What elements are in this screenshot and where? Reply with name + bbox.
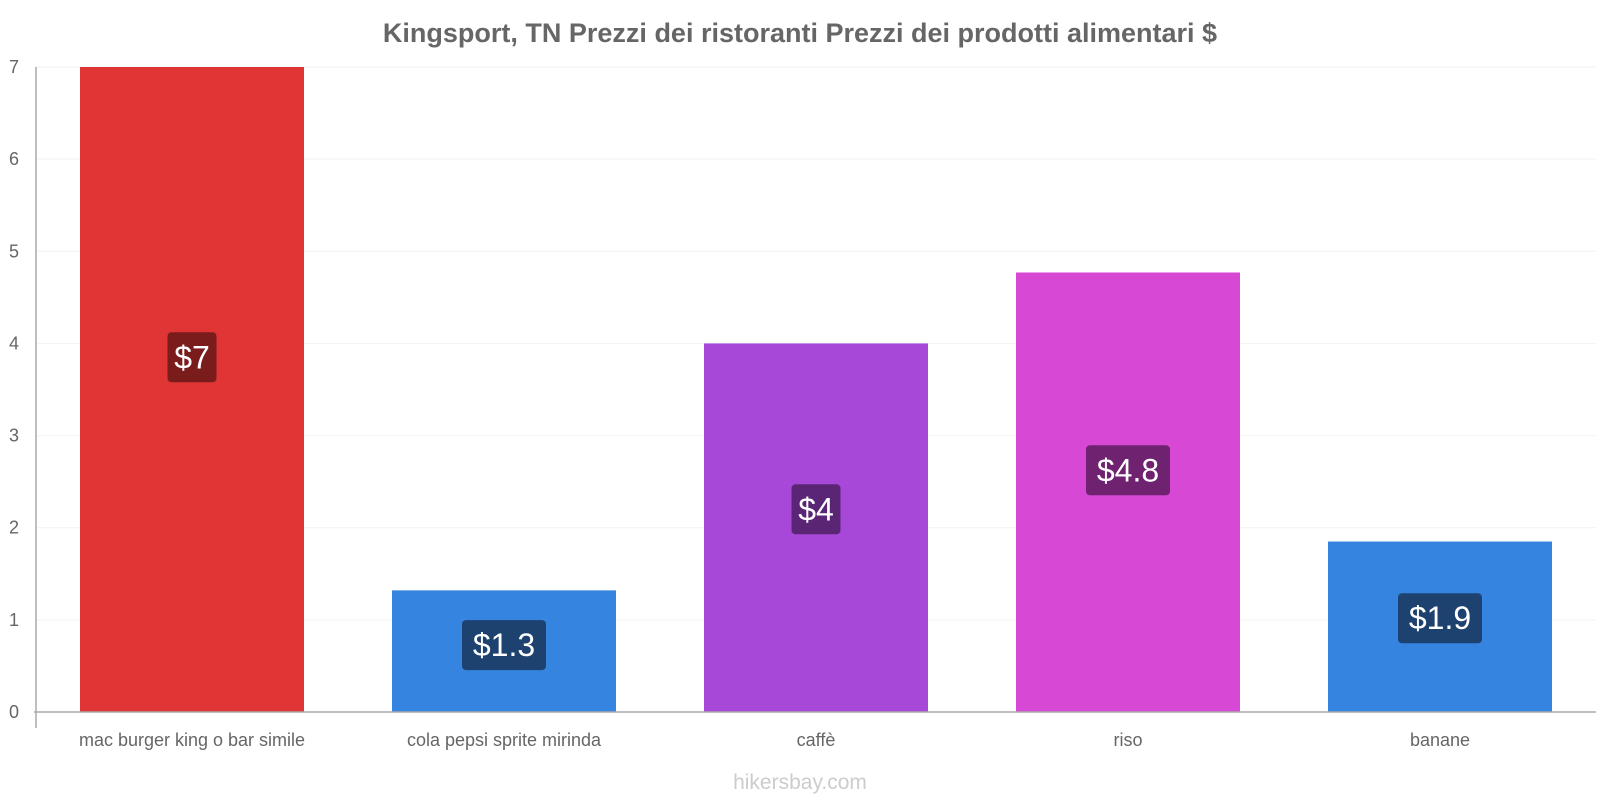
x-category-label: caffè [797,730,836,750]
x-axis-labels: mac burger king o bar simile cola pepsi s… [79,730,1470,750]
y-tick-label: 3 [9,426,19,446]
y-tick-label: 4 [9,333,19,353]
value-label: $1.3 [473,627,535,663]
axes [34,67,1596,728]
bars [80,67,1552,712]
x-category-label: banane [1410,730,1470,750]
y-tick-label: 2 [9,518,19,538]
x-category-label: riso [1113,730,1142,750]
y-tick-label: 6 [9,149,19,169]
y-tick-label: 1 [9,610,19,630]
value-labels: $7 $1.3 $4 $4.8 $1.9 [167,332,1482,671]
x-category-label: mac burger king o bar simile [79,730,305,750]
y-tick-label: 7 [9,57,19,77]
y-tick-label: 5 [9,241,19,261]
value-label-box [462,620,546,671]
value-label-box [167,332,217,383]
value-label: $7 [174,339,210,375]
value-label: $4.8 [1097,452,1159,488]
y-tick-label: 0 [9,702,19,722]
value-label-box [791,484,841,535]
value-label-box [1398,593,1482,644]
chart-title: Kingsport, TN Prezzi dei ristoranti Prez… [383,18,1217,48]
y-axis-ticks: 0 1 2 3 4 5 6 7 [9,57,19,722]
source-footer: hikersbay.com [733,771,867,794]
value-label: $4 [798,491,834,527]
bar [80,67,304,712]
value-label-box [1086,445,1170,496]
value-label: $1.9 [1409,600,1471,636]
x-category-label: cola pepsi sprite mirinda [407,730,602,750]
